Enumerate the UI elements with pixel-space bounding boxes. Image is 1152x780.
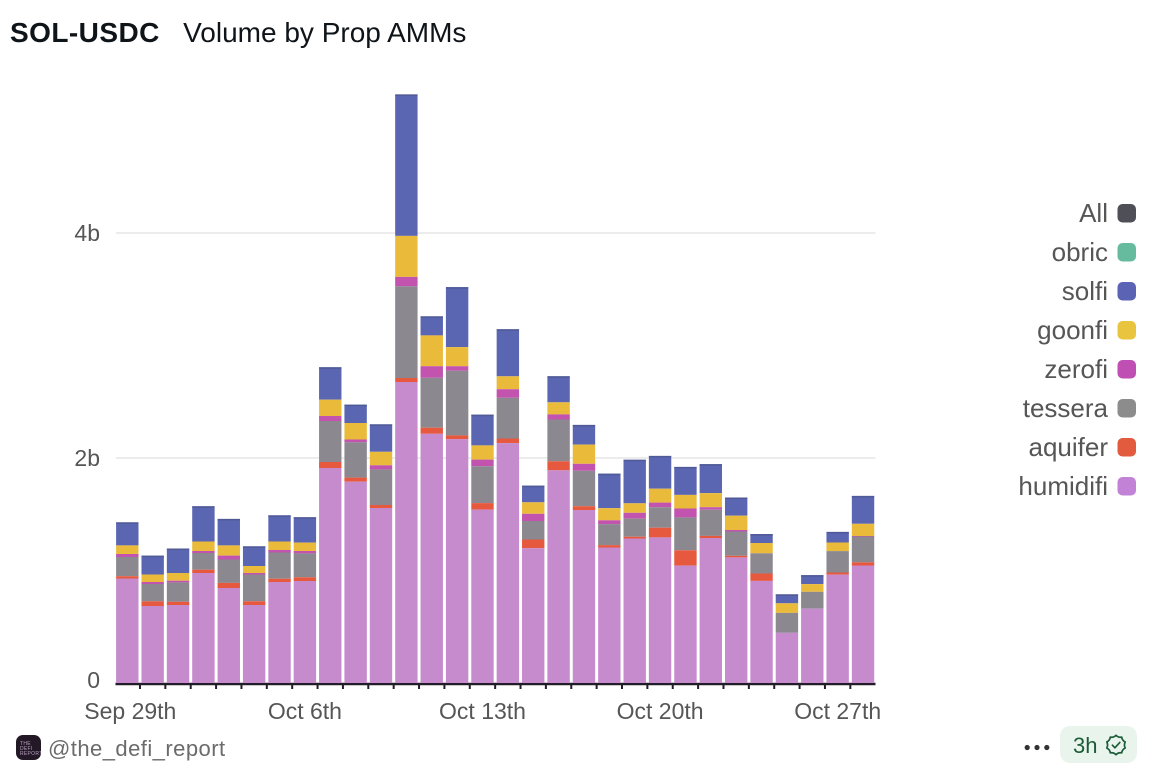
svg-text:obric: obric bbox=[1052, 237, 1108, 267]
svg-text:Sep 29th: Sep 29th bbox=[84, 698, 176, 724]
svg-text:All: All bbox=[1079, 198, 1108, 228]
svg-text:solfi: solfi bbox=[1062, 276, 1108, 306]
svg-text:aquifer: aquifer bbox=[1029, 432, 1109, 462]
svg-text:Oct 13th: Oct 13th bbox=[439, 698, 526, 724]
svg-text:zerofi: zerofi bbox=[1044, 354, 1108, 384]
svg-text:Oct 20th: Oct 20th bbox=[617, 698, 704, 724]
svg-text:goonfi: goonfi bbox=[1037, 315, 1108, 345]
svg-text:2b: 2b bbox=[74, 445, 100, 471]
svg-text:humidifi: humidifi bbox=[1018, 471, 1108, 501]
svg-text:4b: 4b bbox=[74, 220, 100, 246]
svg-text:0: 0 bbox=[87, 667, 100, 693]
svg-text:Oct 27th: Oct 27th bbox=[794, 698, 881, 724]
svg-text:tessera: tessera bbox=[1023, 393, 1109, 423]
svg-text:Oct 6th: Oct 6th bbox=[268, 698, 342, 724]
